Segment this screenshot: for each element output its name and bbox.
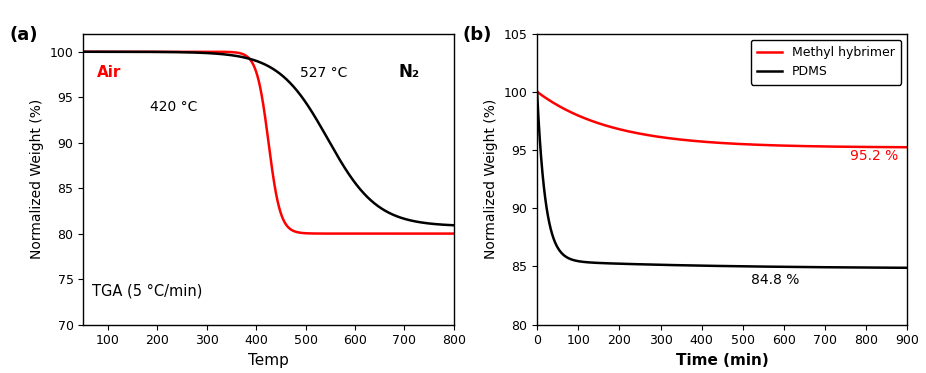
X-axis label: Temp: Temp (248, 353, 289, 368)
Text: 420 °C: 420 °C (150, 100, 197, 114)
Legend: Methyl hybrimer, PDMS: Methyl hybrimer, PDMS (751, 40, 901, 85)
Text: 95.2 %: 95.2 % (850, 150, 898, 163)
Y-axis label: Normalized Weight (%): Normalized Weight (%) (31, 99, 44, 259)
X-axis label: Time (min): Time (min) (676, 353, 769, 368)
Text: (a): (a) (9, 26, 38, 44)
Text: (b): (b) (463, 26, 493, 44)
Text: TGA (5 °C/min): TGA (5 °C/min) (93, 283, 203, 298)
Text: N₂: N₂ (398, 63, 419, 81)
Text: 84.8 %: 84.8 % (751, 273, 799, 287)
Y-axis label: Normalized Weight (%): Normalized Weight (%) (484, 99, 498, 259)
Text: 527 °C: 527 °C (300, 66, 347, 80)
Text: Air: Air (97, 65, 121, 80)
